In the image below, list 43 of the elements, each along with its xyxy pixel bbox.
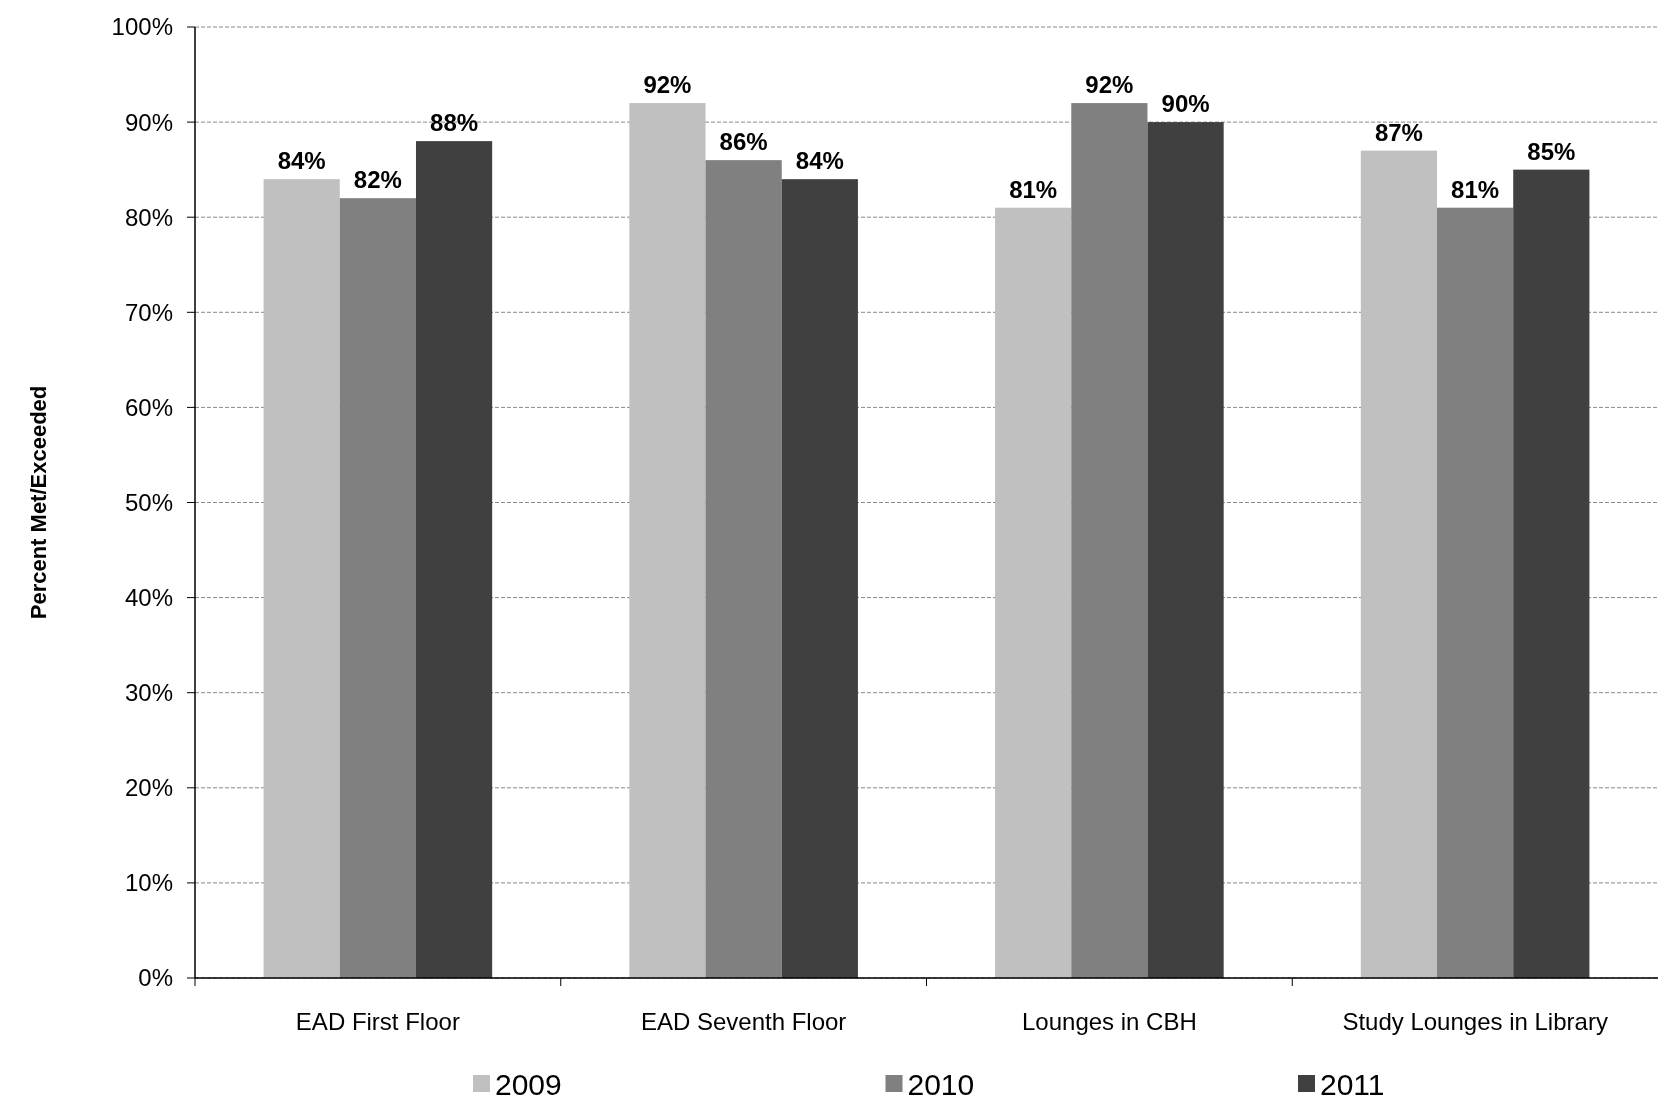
data-label: 84% bbox=[795, 147, 844, 175]
data-label: 81% bbox=[1451, 175, 1500, 203]
bar bbox=[995, 207, 1072, 978]
x-tick-label: EAD First Floor bbox=[295, 1008, 460, 1035]
bar bbox=[1360, 150, 1438, 978]
data-label: 88% bbox=[430, 109, 479, 137]
y-tick-label: 20% bbox=[124, 774, 173, 802]
legend-label: 2010 bbox=[907, 1067, 975, 1096]
y-tick-label: 50% bbox=[124, 488, 173, 516]
data-label: 86% bbox=[719, 128, 768, 156]
data-label: 82% bbox=[353, 166, 402, 194]
data-label: 92% bbox=[643, 71, 692, 99]
y-tick-label: 90% bbox=[124, 108, 173, 136]
data-label: 90% bbox=[1161, 90, 1210, 118]
data-label: 92% bbox=[1085, 71, 1134, 99]
legend-label: 2011 bbox=[1320, 1067, 1385, 1096]
x-tick-label: Study Lounges in Library bbox=[1342, 1008, 1608, 1035]
bar bbox=[1437, 207, 1514, 978]
y-tick-label: 0% bbox=[138, 964, 173, 992]
legend-label: 2009 bbox=[495, 1067, 562, 1096]
bar bbox=[629, 103, 706, 978]
y-tick-label: 60% bbox=[124, 393, 173, 421]
bar bbox=[705, 160, 782, 978]
data-label: 84% bbox=[277, 147, 326, 175]
bar bbox=[339, 198, 416, 978]
data-label: 87% bbox=[1374, 118, 1423, 146]
bar bbox=[1147, 122, 1224, 978]
y-tick-label: 80% bbox=[124, 203, 173, 231]
bar bbox=[1071, 103, 1148, 978]
y-axis-title: Percent Met/Exceeded bbox=[26, 385, 51, 620]
y-tick-label: 70% bbox=[124, 298, 173, 326]
bar bbox=[1513, 169, 1590, 978]
x-tick-label: Lounges in CBH bbox=[1021, 1008, 1197, 1035]
bar bbox=[415, 141, 493, 978]
data-label: 85% bbox=[1527, 137, 1576, 165]
bar bbox=[781, 179, 858, 978]
y-tick-label: 10% bbox=[124, 869, 173, 897]
data-label: 81% bbox=[1009, 175, 1058, 203]
y-tick-label: 30% bbox=[124, 679, 173, 707]
y-tick-label: 40% bbox=[124, 584, 173, 611]
bar bbox=[263, 179, 340, 978]
y-tick-label: 100% bbox=[111, 13, 173, 41]
x-tick-label: EAD Seventh Floor bbox=[640, 1008, 847, 1035]
